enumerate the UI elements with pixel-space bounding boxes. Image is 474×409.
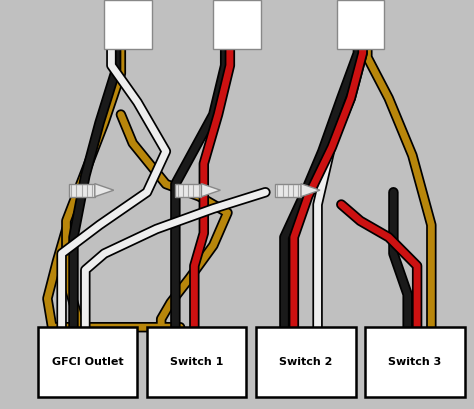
Polygon shape — [95, 184, 114, 197]
FancyBboxPatch shape — [175, 184, 201, 197]
Text: Switch 2: Switch 2 — [279, 357, 332, 367]
FancyBboxPatch shape — [256, 327, 356, 397]
FancyBboxPatch shape — [275, 184, 301, 197]
FancyBboxPatch shape — [147, 327, 246, 397]
FancyBboxPatch shape — [337, 0, 384, 49]
FancyBboxPatch shape — [104, 0, 152, 49]
Text: GFCI Outlet: GFCI Outlet — [52, 357, 124, 367]
Text: Switch 3: Switch 3 — [388, 357, 441, 367]
FancyBboxPatch shape — [365, 327, 465, 397]
Polygon shape — [301, 184, 320, 197]
FancyBboxPatch shape — [69, 184, 95, 197]
FancyBboxPatch shape — [213, 0, 261, 49]
Polygon shape — [201, 184, 220, 197]
FancyBboxPatch shape — [38, 327, 137, 397]
Text: Switch 1: Switch 1 — [170, 357, 223, 367]
